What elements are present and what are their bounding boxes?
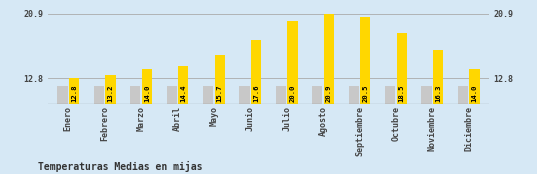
Bar xyxy=(276,86,286,104)
Bar xyxy=(397,33,407,104)
Text: 20.9: 20.9 xyxy=(326,85,332,102)
Text: 16.3: 16.3 xyxy=(435,85,441,102)
Bar xyxy=(178,66,188,104)
Bar xyxy=(433,50,443,104)
Text: 14.0: 14.0 xyxy=(471,85,477,102)
Bar xyxy=(130,86,140,104)
Text: Temperaturas Medias en mijas: Temperaturas Medias en mijas xyxy=(38,161,202,172)
Text: 15.7: 15.7 xyxy=(217,85,223,102)
Bar xyxy=(94,86,104,104)
Bar xyxy=(360,17,371,104)
Bar xyxy=(69,78,79,104)
Bar xyxy=(240,86,250,104)
Bar xyxy=(215,55,225,104)
Bar xyxy=(385,86,395,104)
Text: 12.8: 12.8 xyxy=(71,85,77,102)
Bar xyxy=(458,86,468,104)
Bar xyxy=(422,86,432,104)
Bar xyxy=(324,14,334,104)
Text: 17.6: 17.6 xyxy=(253,85,259,102)
Bar xyxy=(166,86,177,104)
Text: 14.0: 14.0 xyxy=(144,85,150,102)
Bar xyxy=(105,75,115,104)
Bar xyxy=(349,86,359,104)
Bar xyxy=(142,69,152,104)
Bar xyxy=(251,40,261,104)
Bar xyxy=(203,86,213,104)
Bar xyxy=(57,86,68,104)
Text: 20.5: 20.5 xyxy=(362,85,368,102)
Text: 20.0: 20.0 xyxy=(289,85,295,102)
Text: 18.5: 18.5 xyxy=(398,85,405,102)
Text: 14.4: 14.4 xyxy=(180,85,186,102)
Bar xyxy=(469,69,480,104)
Bar xyxy=(287,21,297,104)
Text: 13.2: 13.2 xyxy=(107,85,113,102)
Bar xyxy=(312,86,322,104)
